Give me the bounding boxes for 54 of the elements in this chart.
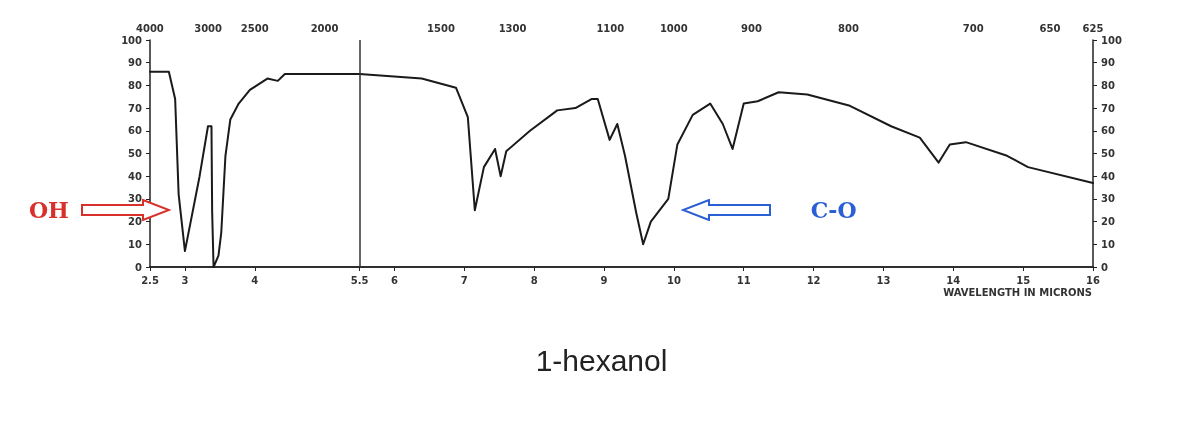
- y-tick-label: 90: [128, 57, 143, 69]
- text: OH: [28, 197, 69, 224]
- text: 625: [1082, 23, 1104, 34]
- text: 1-hexanol: [535, 343, 668, 377]
- x-tick-label: 11: [736, 274, 751, 286]
- x-tick-label: 14: [946, 274, 961, 286]
- x-tick-label: 3: [181, 274, 189, 286]
- y-tick-label: 30: [128, 193, 143, 205]
- text: 900: [740, 23, 762, 34]
- text: 1500: [427, 23, 455, 34]
- text: 1100: [596, 23, 625, 34]
- x-tick-label: 12: [806, 274, 821, 286]
- y2-tick-label: 70: [1101, 102, 1115, 114]
- x-tick-label: 4: [251, 274, 259, 286]
- y-tick-label: 50: [128, 148, 143, 159]
- annotation: C-O: [810, 197, 857, 224]
- text: 700: [962, 23, 984, 34]
- y2-tick-label: 20: [1101, 216, 1115, 228]
- y-tick-label: 100: [121, 34, 143, 46]
- y2-tick-label: 30: [1101, 193, 1115, 205]
- y-tick-label: 60: [128, 125, 143, 137]
- text: 3000: [194, 23, 223, 34]
- y2-tick-label: 0: [1101, 261, 1108, 273]
- text: 1300: [498, 23, 527, 34]
- y-tick-label: 80: [128, 79, 143, 91]
- x-tick-label: 13: [876, 274, 891, 286]
- x-tick-label: 2.5: [141, 274, 159, 286]
- x-tick-label: 15: [1016, 274, 1031, 286]
- y-tick-label: 70: [128, 102, 143, 114]
- y2-tick-label: 80: [1101, 79, 1115, 91]
- y2-tick-label: 10: [1101, 238, 1115, 250]
- text: 800: [838, 23, 859, 34]
- x-axis-title: WAVELENGTH IN MICRONS: [943, 286, 1092, 298]
- y-tick-label: 0: [135, 261, 143, 273]
- text: 2000: [310, 23, 339, 34]
- x-tick-label: 16: [1086, 274, 1100, 286]
- x-tick-label: 6: [391, 274, 398, 286]
- x-tick-label: 9: [600, 274, 608, 286]
- text: 2500: [240, 23, 269, 34]
- y2-tick-label: 50: [1101, 148, 1115, 159]
- x-tick-label: 10: [666, 274, 681, 286]
- y2-tick-label: 100: [1101, 34, 1122, 46]
- y2-tick-label: 90: [1101, 57, 1115, 69]
- text: 4000: [136, 23, 164, 34]
- y-tick-label: 20: [128, 216, 143, 228]
- text: 1000: [659, 23, 688, 34]
- x-tick-label: 5.5: [350, 274, 369, 286]
- x-tick-label: 7: [460, 274, 468, 286]
- y2-tick-label: 60: [1101, 125, 1115, 137]
- y-tick-label: 10: [128, 238, 143, 250]
- text: 650: [1039, 23, 1061, 34]
- y-tick-label: 40: [128, 170, 143, 182]
- x-tick-label: 8: [530, 274, 538, 286]
- y2-tick-label: 40: [1101, 170, 1115, 182]
